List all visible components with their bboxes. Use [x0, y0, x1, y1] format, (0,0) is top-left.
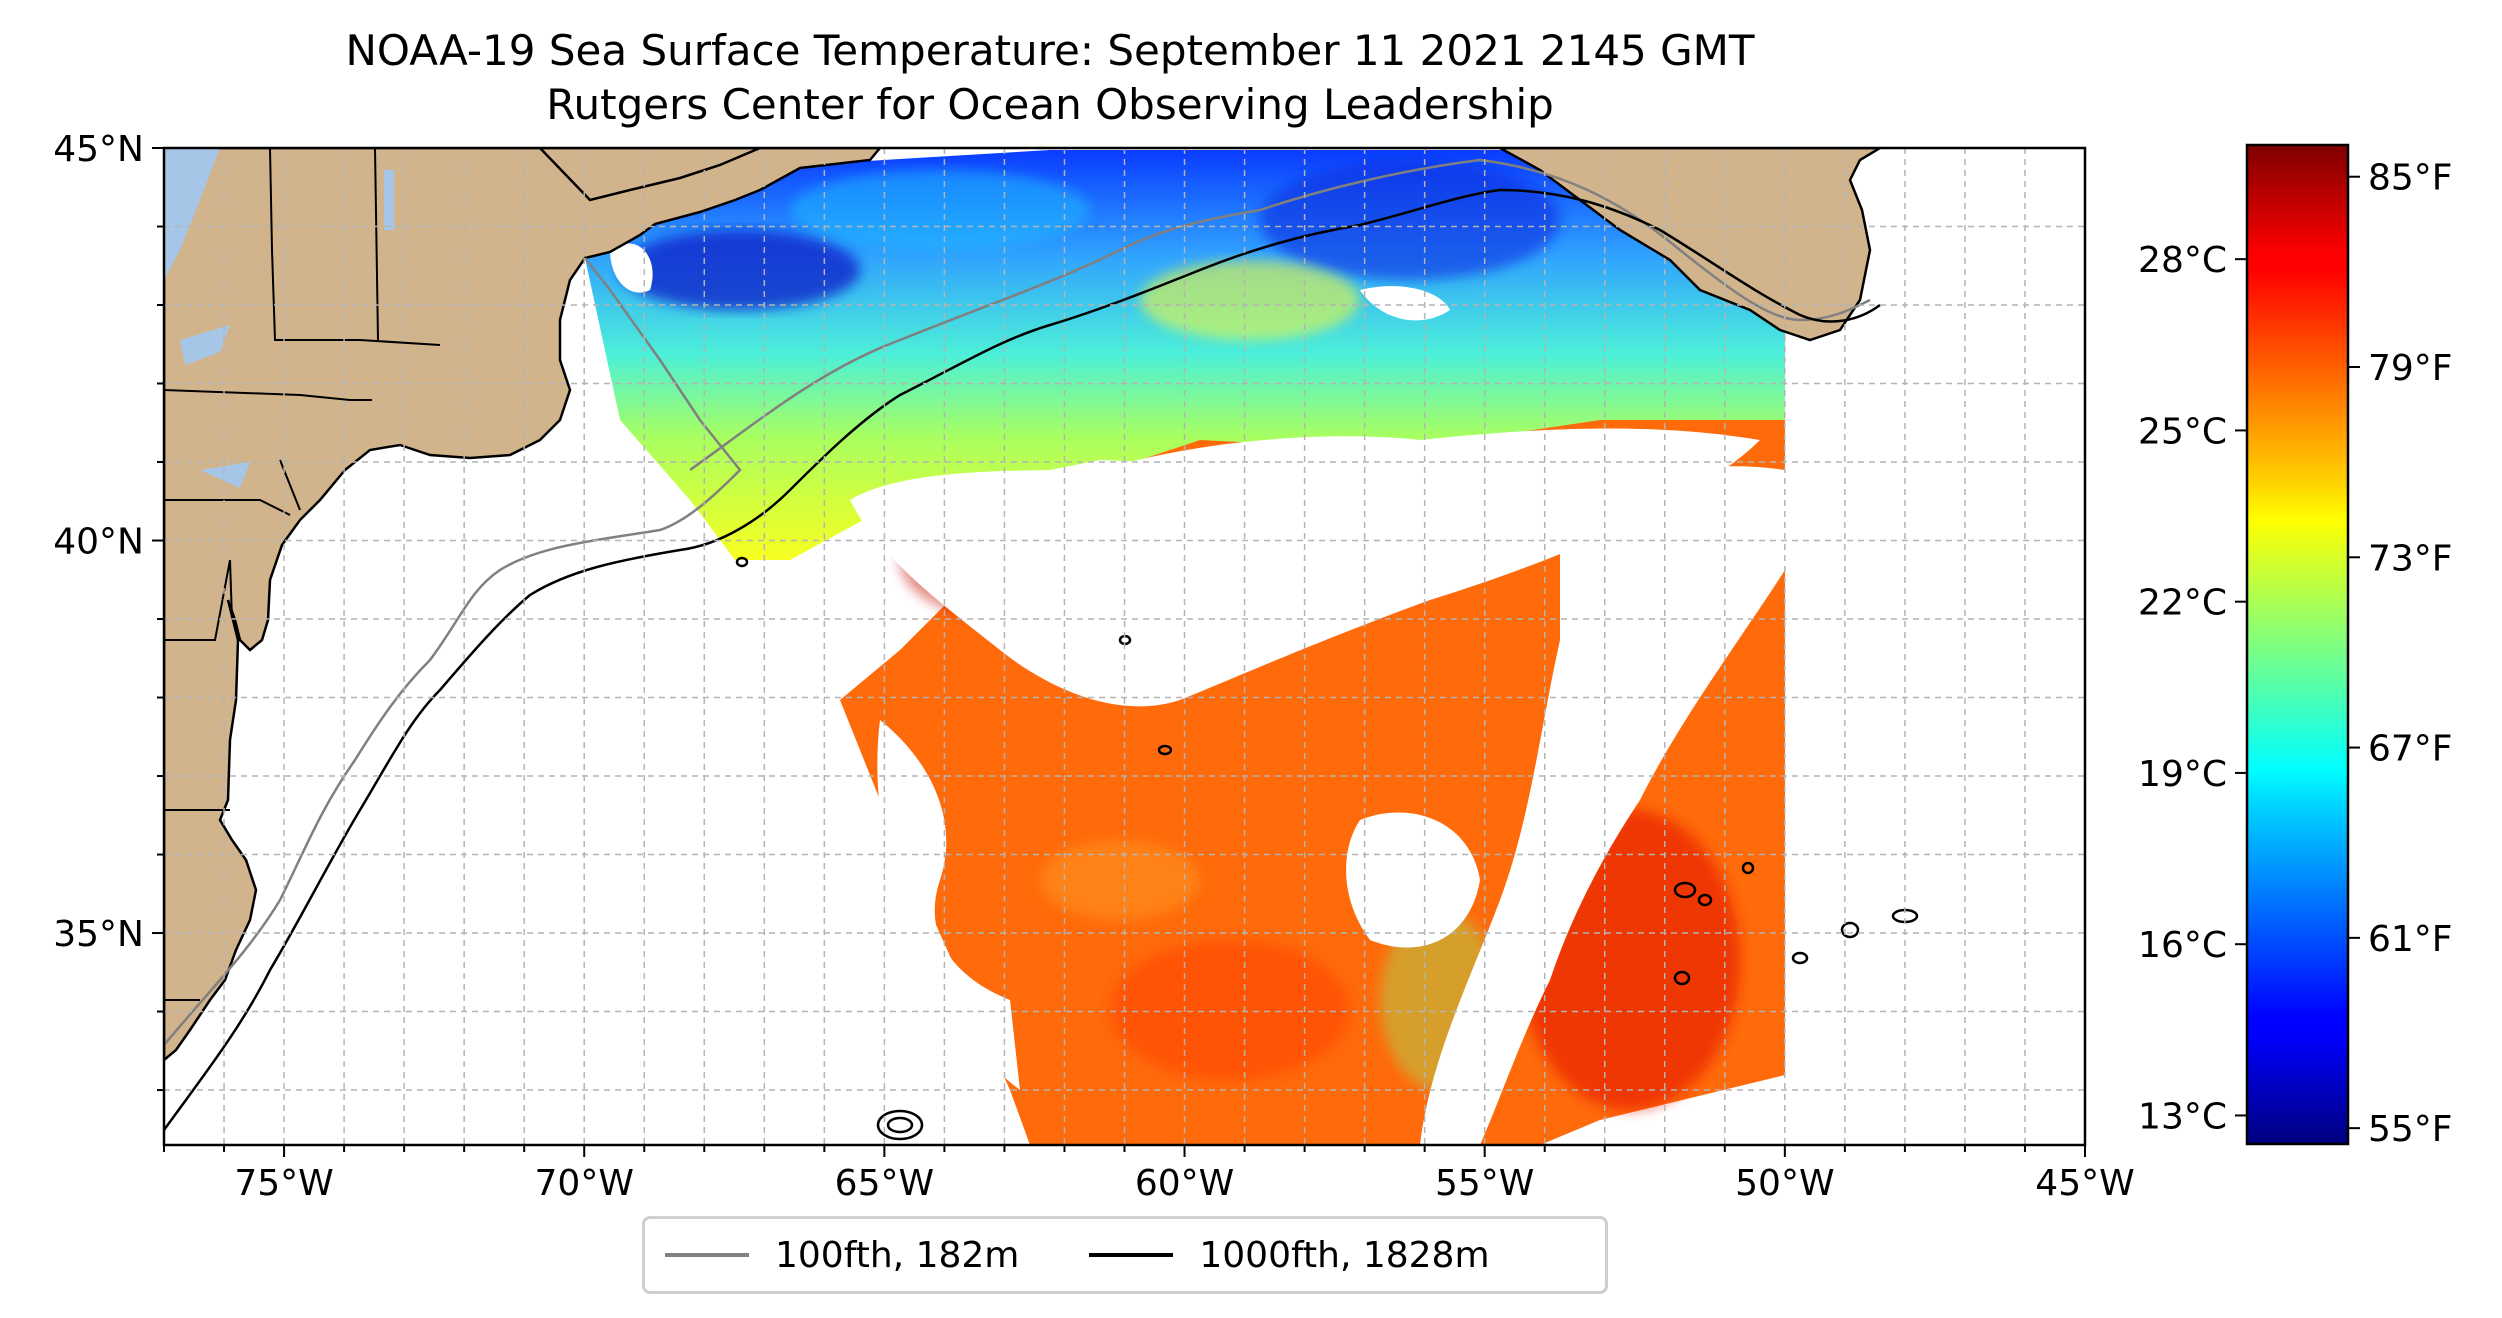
legend-item-100fth: 100fth, 182m	[665, 1235, 1019, 1276]
lon-tick-label: 75°W	[234, 1163, 333, 1204]
latitude-axis: 45°N 40°N 35°N	[53, 129, 164, 1092]
colorbar-f-tick-label: 55°F	[2368, 1109, 2453, 1150]
land-north-america	[164, 148, 882, 1062]
lon-tick-label: 65°W	[835, 1163, 934, 1204]
colorbar-c-tick-label: 16°C	[2138, 925, 2227, 966]
legend-item-1000fth: 1000fth, 1828m	[1089, 1234, 1490, 1276]
legend-swatch-1000fth	[1089, 1253, 1174, 1257]
legend-label-100fth: 100fth, 182m	[775, 1234, 1020, 1276]
map-gridlines	[163, 147, 2086, 1145]
contour-100fth	[164, 158, 1871, 1046]
colorbar-fahrenheit-axis: 55°F 61°F 67°F 73°F 79°F 85°F	[2348, 158, 2453, 1150]
colorbar-celsius-axis: 13°C 16°C 19°C 22°C 25°C 28°C	[2138, 240, 2247, 1137]
legend-label-1000fth: 1000fth, 1828m	[1199, 1234, 1490, 1276]
colorbar-c-tick-label: 22°C	[2138, 583, 2227, 624]
lon-tick-label: 45°W	[2035, 1163, 2134, 1204]
colorbar-c-tick-label: 13°C	[2138, 1096, 2227, 1137]
chart-title: NOAA-19 Sea Surface Temperature: Septemb…	[345, 26, 1755, 75]
lat-tick-label: 45°N	[53, 129, 144, 170]
colorbar-f-tick-label: 61°F	[2368, 919, 2453, 960]
colorbar-c-tick-label: 28°C	[2138, 240, 2227, 281]
colorbar-f-tick-label: 85°F	[2368, 158, 2453, 199]
lon-tick-label: 50°W	[1735, 1163, 1834, 1204]
colorbar-c-tick-label: 19°C	[2138, 754, 2227, 795]
lon-tick-label: 70°W	[535, 1163, 634, 1204]
legend-swatch-100fth	[665, 1253, 749, 1257]
colorbar-f-tick-label: 73°F	[2368, 538, 2453, 579]
state-borders	[164, 148, 441, 1001]
chart-subtitle: Rutgers Center for Ocean Observing Leade…	[546, 80, 1554, 129]
lakes	[164, 148, 394, 488]
lon-tick-label: 55°W	[1435, 1163, 1534, 1204]
colorbar-f-tick-label: 67°F	[2368, 729, 2453, 770]
lat-tick-label: 35°N	[53, 914, 144, 955]
colorbar-c-tick-label: 25°C	[2138, 411, 2227, 452]
lat-tick-label: 40°N	[53, 522, 144, 563]
colorbar-f-tick-label: 79°F	[2368, 348, 2453, 389]
colorbar	[2245, 143, 2350, 1146]
longitude-axis: 75°W 70°W 65°W 60°W 55°W 50°W 45°W	[163, 1145, 2135, 1204]
contour-1000fth	[164, 188, 1881, 1131]
lon-tick-label: 60°W	[1135, 1163, 1234, 1204]
map-legend: 100fth, 182m 1000fth, 1828m	[642, 1216, 1608, 1294]
